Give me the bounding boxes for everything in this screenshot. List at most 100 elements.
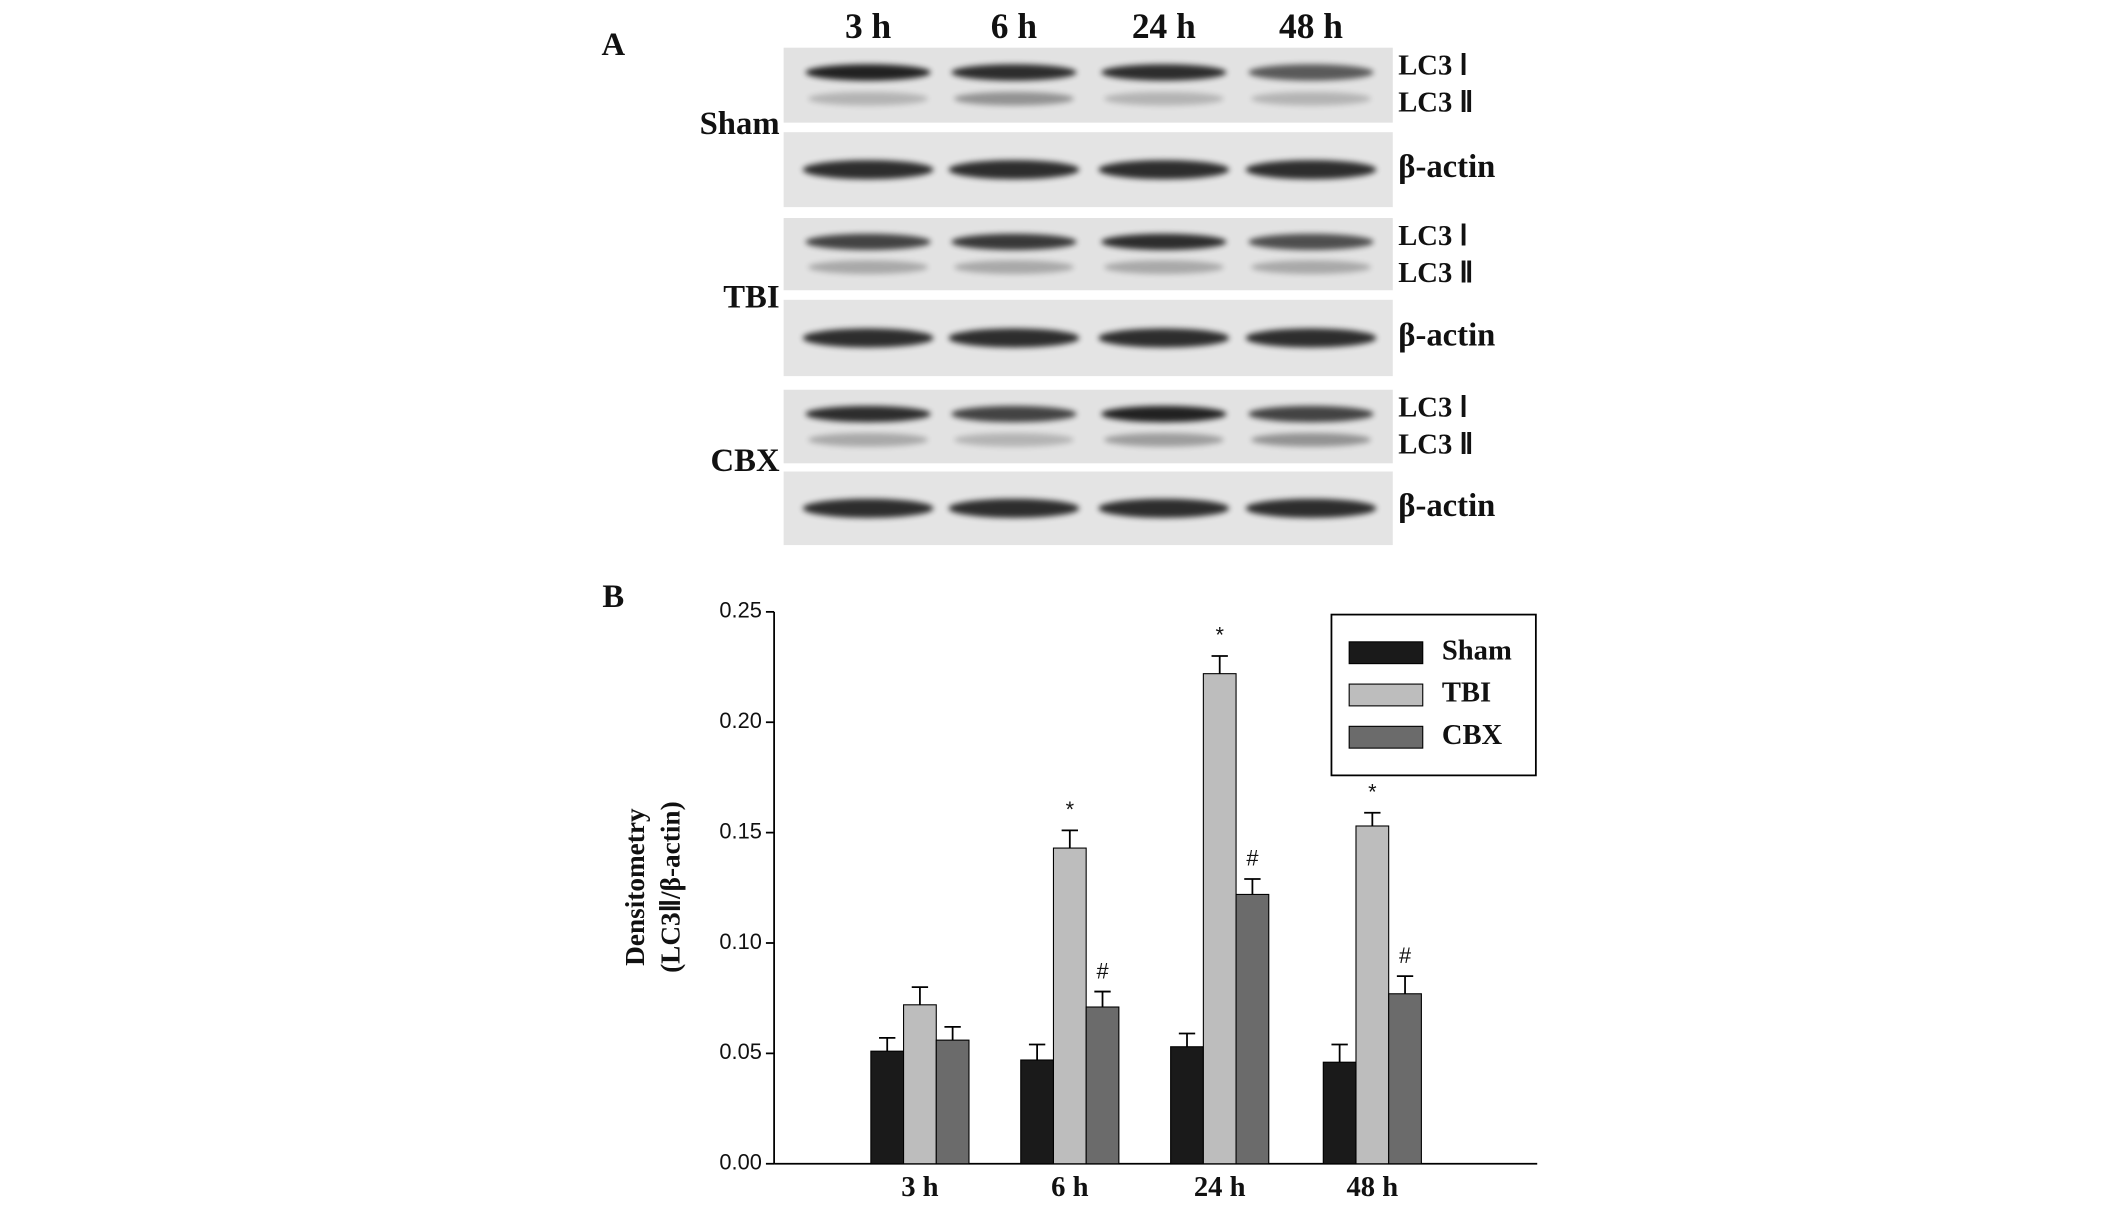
band-label: LC3 Ⅱ: [1398, 258, 1473, 289]
legend-swatch: [1348, 683, 1424, 707]
blot-band: [808, 91, 929, 106]
blot-band: [1101, 233, 1227, 251]
band-label: β-actin: [1398, 149, 1495, 185]
band-label: LC3 Ⅱ: [1398, 87, 1473, 118]
blot-band: [953, 260, 1074, 274]
error-bar: [911, 986, 929, 1005]
blot-band: [1098, 328, 1230, 348]
error-bar: [1396, 975, 1414, 994]
blot-band: [948, 498, 1080, 518]
group-label: TBI: [723, 279, 779, 315]
legend-label: CBX: [1442, 720, 1503, 751]
lane-label: 6 h: [991, 6, 1038, 46]
x-tick-label: 48 h: [1346, 1172, 1398, 1203]
blot-band: [1101, 64, 1227, 81]
blot-band: [805, 233, 931, 251]
panel-label: A: [602, 27, 626, 63]
y-tick-label: 0.10: [719, 929, 761, 954]
lane-label: 48 h: [1279, 6, 1343, 46]
band-label: LC3 Ⅰ: [1398, 393, 1468, 424]
y-tick-label: 0.20: [719, 708, 761, 733]
blot-band: [953, 91, 1074, 106]
lane-label: 3 h: [845, 6, 892, 46]
band-label: LC3 Ⅰ: [1398, 51, 1468, 82]
bar: [1388, 993, 1422, 1165]
error-bar: [1364, 811, 1381, 826]
band-label: LC3 Ⅱ: [1398, 430, 1473, 461]
blot-band: [808, 432, 929, 447]
blot-band: [948, 160, 1080, 180]
legend-swatch: [1348, 641, 1424, 665]
group-label: CBX: [711, 443, 780, 479]
x-tick-label: 3 h: [901, 1172, 938, 1203]
y-tick-label: 0.15: [719, 818, 761, 843]
bar: [1355, 825, 1390, 1165]
blot-band: [808, 260, 929, 274]
significance-mark: #: [1246, 846, 1259, 871]
bar: [903, 1004, 937, 1165]
blot-band: [1251, 432, 1371, 447]
blot-band: [1248, 233, 1374, 251]
bar: [1202, 673, 1237, 1165]
group-label: Sham: [700, 106, 780, 142]
blot-band: [951, 405, 1077, 423]
blot-band: [805, 64, 931, 81]
significance-mark: *: [1066, 797, 1075, 822]
blot-band: [802, 498, 934, 518]
bar: [1052, 847, 1087, 1165]
significance-mark: #: [1096, 958, 1109, 983]
band-label: β-actin: [1398, 488, 1495, 524]
error-bar: [1211, 655, 1228, 674]
blot-band: [1098, 160, 1230, 180]
bar: [870, 1050, 905, 1165]
bar: [1170, 1046, 1204, 1165]
error-bar: [944, 1025, 961, 1041]
blot-band: [1245, 160, 1377, 180]
blot-band: [1103, 91, 1224, 106]
y-tick-label: 0.25: [719, 598, 761, 623]
blot-band: [1245, 328, 1377, 348]
blot-band: [951, 64, 1077, 81]
blot-band: [1103, 260, 1224, 274]
blot-band: [1098, 498, 1230, 518]
bar: [1085, 1006, 1120, 1165]
blot-band: [953, 432, 1074, 447]
significance-mark: #: [1399, 943, 1412, 968]
error-bar: [1028, 1043, 1046, 1060]
error-bar: [1331, 1043, 1348, 1063]
significance-mark: *: [1215, 623, 1224, 648]
error-bar: [1178, 1032, 1196, 1047]
bar: [1235, 893, 1270, 1165]
legend-swatch: [1348, 725, 1424, 749]
blot-band: [802, 328, 934, 348]
blot-band: [805, 405, 931, 423]
blot-band: [1248, 405, 1374, 423]
blot-strip: [783, 47, 1393, 123]
blot-band: [802, 160, 934, 180]
blot-band: [951, 233, 1077, 251]
significance-mark: *: [1368, 779, 1377, 804]
blot-band: [1245, 498, 1377, 518]
y-label: Densitometry (LC3Ⅱ/β-actin): [620, 801, 685, 973]
lane-label: 24 h: [1132, 6, 1196, 46]
y-label-line: (LC3Ⅱ/β-actin): [656, 801, 686, 973]
error-bar: [1094, 990, 1111, 1008]
band-label: LC3 Ⅰ: [1398, 221, 1468, 252]
bar: [1322, 1061, 1357, 1165]
error-bar: [879, 1037, 896, 1052]
blot-strip: [783, 218, 1393, 291]
y-tick-label: 0.00: [719, 1150, 761, 1175]
panel-label: B: [602, 579, 624, 615]
blot-band: [1248, 64, 1374, 81]
blot-band: [1101, 405, 1227, 423]
blot-band: [1251, 260, 1371, 274]
blot-band: [948, 328, 1080, 348]
error-bar: [1244, 878, 1261, 895]
legend-label: Sham: [1442, 635, 1512, 666]
blot-band: [1103, 432, 1224, 447]
blot-band: [1251, 91, 1371, 106]
blot-strip: [783, 389, 1393, 464]
legend-label: TBI: [1442, 678, 1491, 709]
y-tick-label: 0.05: [719, 1039, 761, 1064]
